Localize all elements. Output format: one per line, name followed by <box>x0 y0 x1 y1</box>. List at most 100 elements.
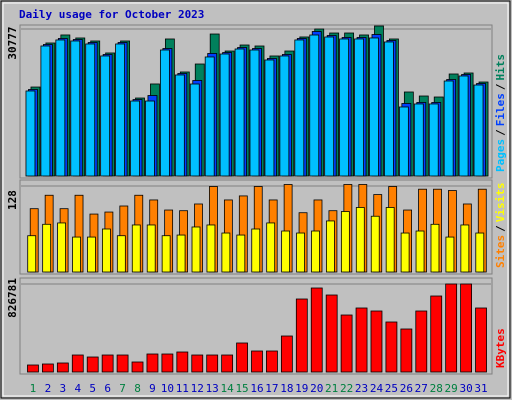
bar <box>355 207 365 273</box>
x-tick-label: 28 <box>430 382 443 395</box>
x-tick-label: 22 <box>340 382 353 395</box>
bar <box>159 49 170 177</box>
bar <box>191 226 201 273</box>
bar <box>116 354 129 373</box>
bar <box>130 100 140 177</box>
bar <box>475 232 485 273</box>
bar <box>325 294 338 373</box>
bar <box>281 230 291 273</box>
x-tick-label: 25 <box>385 382 398 395</box>
bar <box>460 224 470 273</box>
x-tick-label: 21 <box>325 382 338 395</box>
bar <box>294 39 305 177</box>
legend: Sites / Visits <box>494 183 507 269</box>
bar <box>354 38 364 177</box>
y-tick-label: 128 <box>6 190 19 210</box>
bar <box>415 310 428 373</box>
bar <box>296 232 305 273</box>
x-tick-label: 12 <box>191 382 204 395</box>
bar <box>249 49 260 177</box>
x-tick-label: 26 <box>400 382 413 395</box>
bar <box>339 38 350 177</box>
bar <box>413 103 424 177</box>
bar <box>87 236 96 273</box>
bar <box>145 100 155 177</box>
bar <box>415 230 425 273</box>
bar <box>27 364 39 373</box>
legend: Pages / Files / Hits <box>494 54 507 172</box>
x-tick-label: 20 <box>310 382 323 395</box>
bar <box>191 354 204 373</box>
x-tick-label: 31 <box>474 382 487 395</box>
legend: KBytes <box>494 328 507 368</box>
bar <box>221 232 231 273</box>
x-tick-label: 4 <box>74 382 81 395</box>
bar <box>55 39 66 177</box>
bar <box>115 43 125 177</box>
x-tick-label: 9 <box>149 382 156 395</box>
bar <box>27 235 37 273</box>
x-tick-label: 16 <box>250 382 263 395</box>
x-tick-label: 23 <box>355 382 368 395</box>
x-tick-label: 15 <box>235 382 248 395</box>
x-tick-label: 8 <box>134 382 141 395</box>
bar <box>251 350 263 373</box>
x-tick-label: 11 <box>176 382 189 395</box>
bar <box>475 307 487 373</box>
bar <box>266 222 276 273</box>
bar <box>430 295 443 373</box>
x-tick-label: 3 <box>60 382 67 395</box>
bar <box>40 45 51 177</box>
bar <box>400 328 413 373</box>
bar <box>264 59 275 177</box>
bar <box>100 55 111 177</box>
bar <box>206 354 219 373</box>
bar <box>400 232 410 273</box>
x-tick-label: 5 <box>89 382 96 395</box>
bar <box>71 354 84 373</box>
bar <box>101 228 111 273</box>
x-tick-label: 27 <box>415 382 428 395</box>
legend-separator: / <box>494 83 507 90</box>
bar <box>370 310 383 373</box>
legend-entry: Files <box>494 93 507 126</box>
bar <box>295 298 308 373</box>
bar <box>428 103 439 177</box>
x-tick-label: 1 <box>30 382 37 395</box>
inner-frame <box>2 2 509 397</box>
bar <box>385 207 395 273</box>
bar <box>57 222 66 273</box>
bar <box>42 363 54 373</box>
bar <box>236 234 246 273</box>
x-tick-label: 29 <box>445 382 458 395</box>
bar <box>236 342 248 373</box>
x-tick-label: 19 <box>295 382 308 395</box>
bar <box>310 287 323 373</box>
y-tick-label: 30777 <box>6 26 19 59</box>
chart-title: Daily usage for October 2023 <box>19 8 204 21</box>
legend-entry: Sites <box>494 235 507 268</box>
legend-entry: KBytes <box>494 328 507 368</box>
bar <box>174 74 185 177</box>
x-tick-label: 17 <box>265 382 278 395</box>
bar <box>355 307 368 373</box>
x-tick-label: 10 <box>161 382 174 395</box>
x-tick-label: 7 <box>119 382 126 395</box>
x-tick-label: 18 <box>280 382 293 395</box>
legend-entry: Visits <box>494 183 507 223</box>
bar <box>86 356 99 373</box>
x-tick-label: 6 <box>104 382 111 395</box>
bar <box>72 236 81 273</box>
bar <box>251 228 261 273</box>
bar <box>311 230 320 273</box>
bar <box>176 234 186 273</box>
bar <box>279 55 290 177</box>
bar <box>161 353 174 373</box>
x-tick-label: 30 <box>459 382 472 395</box>
bar <box>398 106 409 177</box>
legend-separator: / <box>494 129 507 136</box>
legend-entry: Pages <box>494 139 507 172</box>
bar <box>340 314 353 373</box>
bar <box>309 34 320 177</box>
